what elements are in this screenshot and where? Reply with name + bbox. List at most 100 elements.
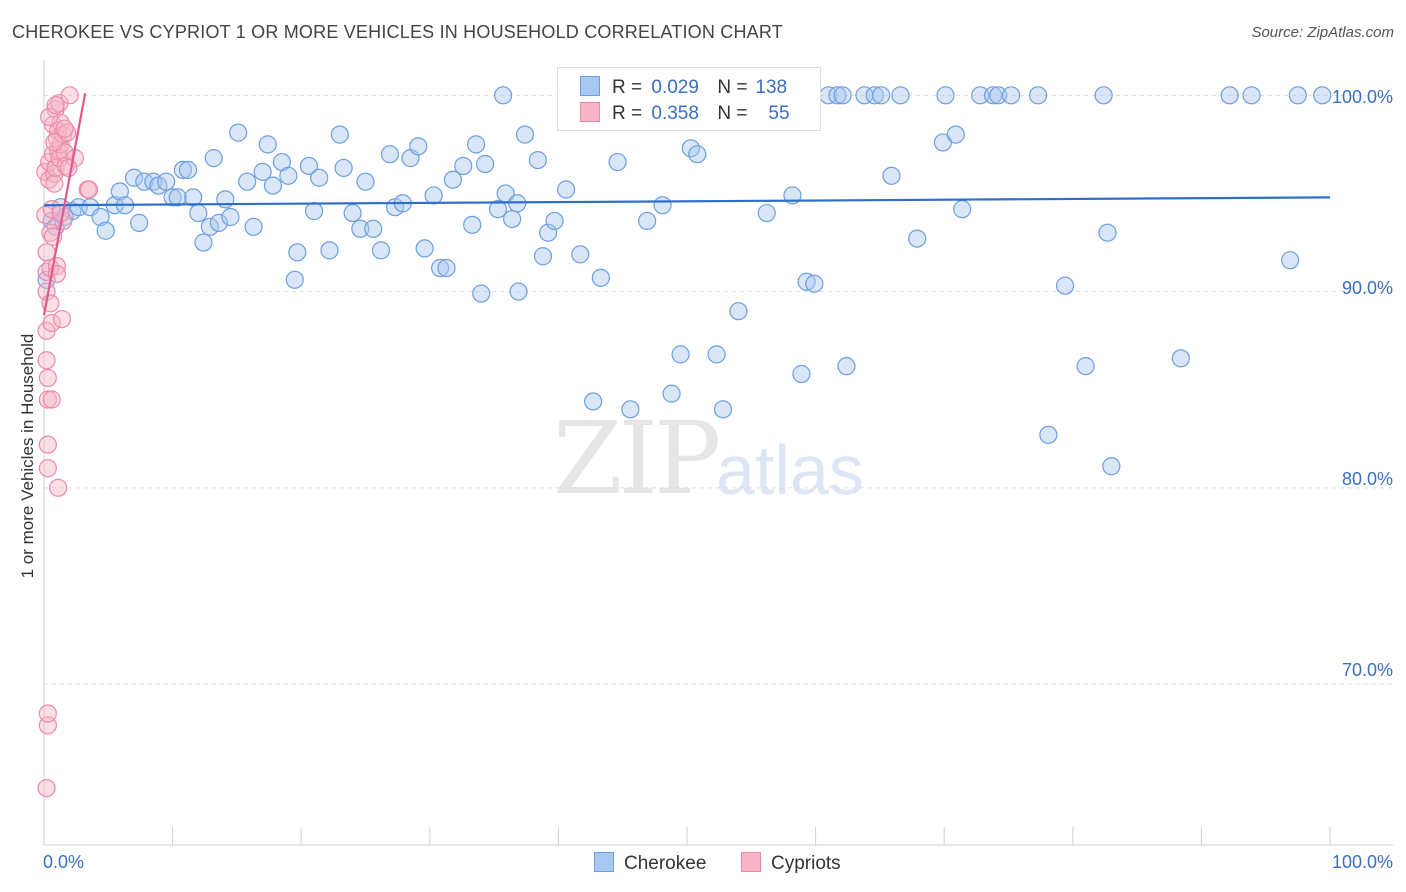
cherokee-point (194, 233, 213, 252)
cypriot-point (38, 704, 57, 723)
cypriot-point (40, 107, 59, 127)
cherokee-point (1220, 86, 1239, 105)
cherokee-point (494, 86, 513, 105)
cherokee-point (409, 137, 428, 156)
cherokee-point (971, 86, 990, 105)
r-label: R = (612, 77, 648, 98)
cherokee-point (828, 86, 847, 105)
cherokee-point (310, 168, 329, 187)
cherokee-point (946, 125, 965, 144)
watermark-zip: ZIP (553, 400, 721, 517)
n-value-cypriots: 55 (768, 103, 790, 124)
cypriot-point (46, 96, 65, 115)
cherokee-legend-label: Cherokee (624, 853, 707, 874)
cypriot-point (59, 158, 78, 178)
cypriot-point (52, 309, 72, 329)
cherokee-point (204, 149, 223, 168)
cherokee-point (285, 270, 304, 289)
cherokee-point (424, 186, 443, 205)
cherokee-point (1039, 425, 1058, 444)
cherokee-point (729, 302, 748, 321)
cypriot-point (60, 86, 79, 105)
cypriot-trend-line (42, 93, 87, 316)
cherokee-point (130, 213, 149, 232)
cherokee-point (792, 364, 811, 384)
cherokee-point (953, 200, 972, 219)
cherokee-point (509, 282, 528, 301)
cypriot-point (49, 478, 68, 497)
cherokee-point (356, 172, 375, 191)
cherokee-point (209, 213, 228, 232)
cherokee-point (110, 182, 129, 201)
cherokee-point (299, 156, 319, 176)
cherokee-point (503, 209, 522, 229)
cherokee-point (288, 243, 307, 262)
cypriot-point (38, 368, 57, 388)
cherokee-point (1028, 86, 1048, 105)
cherokee-point (253, 162, 272, 181)
cherokee-point (263, 176, 283, 195)
cherokee-point (168, 188, 187, 207)
cherokee-point (1094, 86, 1113, 105)
cherokee-point (713, 400, 733, 419)
cypriot-point (37, 243, 56, 262)
cherokee-point (443, 170, 463, 189)
cypriots-legend-label: Cypriots (771, 853, 841, 874)
cherokee-point (124, 168, 144, 187)
cherokee-point (1242, 86, 1261, 105)
cherokee-point (557, 180, 576, 199)
cherokee-point (178, 160, 198, 179)
cherokee-swatch (580, 76, 600, 96)
cherokee-point (1055, 276, 1075, 295)
cypriot-point (79, 180, 99, 199)
cherokee-point (430, 258, 450, 278)
cherokee-point (238, 172, 257, 191)
cherokee-point (662, 384, 681, 403)
cherokee-point (707, 345, 726, 364)
cherokee-point (380, 145, 400, 164)
cherokee-point (528, 150, 547, 170)
cherokee-point (1001, 86, 1021, 105)
cherokee-point (200, 217, 219, 236)
cherokee-point (936, 86, 955, 105)
cypriot-point (37, 778, 56, 798)
cherokee-point (415, 239, 434, 258)
cypriot-point (38, 390, 57, 409)
cherokee-point (833, 86, 852, 105)
cypriot-point (45, 133, 64, 152)
r-value-cherokee: 0.029 (651, 77, 699, 98)
cherokee-point (244, 217, 263, 236)
cherokee-point (591, 268, 610, 287)
cherokee-point (539, 223, 558, 242)
trend-lines (42, 93, 1331, 316)
n-value-cherokee: 138 (755, 77, 788, 98)
cherokee-point (891, 86, 910, 105)
legend-cherokee: Cherokee (594, 852, 706, 875)
source-label: Source: ZipAtlas.com (1251, 24, 1394, 41)
cypriots-legend-swatch (741, 852, 761, 872)
legend-cypriots: Cypriots (741, 852, 841, 875)
cherokee-point (475, 154, 495, 174)
cherokee-point (621, 400, 640, 419)
cherokee-point (1171, 349, 1190, 368)
cherokee-point (908, 229, 927, 248)
cherokee-point (472, 284, 491, 303)
cypriot-point (42, 313, 61, 333)
y-tick-100: 100.0% (1331, 87, 1393, 107)
cherokee-point (983, 86, 1003, 105)
cherokee-point (515, 125, 535, 144)
r-label: R = (612, 103, 648, 124)
cherokee-point (488, 200, 508, 219)
y-tick-80: 80.0% (1341, 469, 1393, 489)
cherokee-trend-line (43, 196, 1331, 207)
cherokee-point (1288, 86, 1307, 105)
watermark-atlas: atlas (716, 431, 864, 509)
cherokee-point (688, 145, 707, 164)
cherokee-point (216, 190, 235, 209)
cherokee-point (1281, 251, 1300, 270)
cypriots-swatch (580, 102, 600, 122)
cherokee-point (96, 221, 115, 240)
cypriot-point (45, 174, 64, 193)
cherokee-point (351, 219, 370, 238)
cherokee-point (279, 166, 298, 185)
